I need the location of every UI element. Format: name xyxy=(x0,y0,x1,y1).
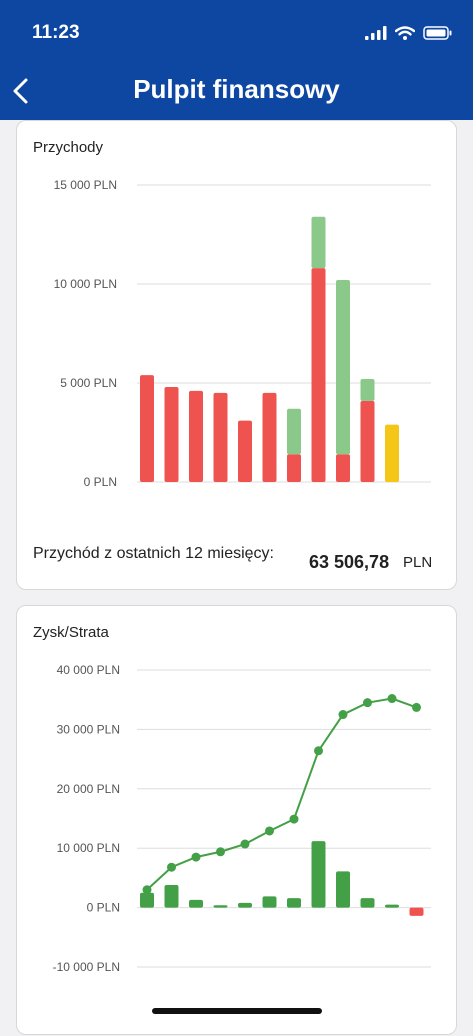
profit-y-tick-label: 30 000 PLN xyxy=(57,722,120,736)
profit-bar xyxy=(238,902,252,908)
summary-unit: PLN xyxy=(403,554,433,571)
profit-bar xyxy=(409,907,424,916)
profit-card: Zysk/Strata -10 000 PLN 0 PLN 10 000 PLN 20… xyxy=(16,605,457,1035)
profit-y-tick-label: 20 000 PLN xyxy=(57,782,120,796)
revenue-bar xyxy=(164,386,179,482)
cumulative-point xyxy=(338,710,348,720)
revenue-y-tick-label: 10 000 PLN xyxy=(54,277,117,291)
revenue-bar xyxy=(336,280,350,455)
status-time: 11:23 xyxy=(32,22,80,43)
revenue-bar xyxy=(287,454,301,482)
home-indicator xyxy=(152,1008,322,1014)
app-header: 11:23 Pulpit finansowy xyxy=(0,0,473,120)
cumulative-point xyxy=(167,862,176,872)
revenue-chart: 0 PLN 5 000 PLN 10 000 PLN 15 000 PLN xyxy=(54,178,431,489)
revenue-bar xyxy=(262,392,277,482)
cumulative-point xyxy=(314,746,323,756)
revenue-bar xyxy=(140,375,154,482)
profit-bar xyxy=(164,885,179,908)
summary-label: Przychód z ostatnich 12 miesięcy: xyxy=(33,545,274,562)
profit-bar xyxy=(213,905,228,908)
cumulative-line xyxy=(146,697,417,891)
profit-bar xyxy=(385,904,399,908)
battery-icon xyxy=(423,26,452,40)
profit-y-tick-label: 10 000 PLN xyxy=(57,841,120,855)
profit-bar xyxy=(311,841,326,908)
cumulative-point xyxy=(412,702,421,712)
cumulative-point xyxy=(240,839,250,849)
profit-bar xyxy=(287,898,301,908)
profit-bar xyxy=(140,892,154,908)
profit-bar xyxy=(189,899,203,908)
summary-value: 63 506,78 xyxy=(309,552,390,572)
profit-card-title: Zysk/Strata xyxy=(33,624,109,641)
revenue-bar xyxy=(360,400,375,482)
profit-bar xyxy=(360,898,375,908)
revenue-card-title: Przychody xyxy=(33,139,104,156)
revenue-bar xyxy=(385,424,399,482)
revenue-bar xyxy=(311,216,326,269)
revenue-y-tick-label: 0 PLN xyxy=(84,475,117,489)
back-button[interactable] xyxy=(6,72,40,110)
cumulative-point xyxy=(142,885,152,895)
profit-bar xyxy=(336,871,350,908)
cumulative-point xyxy=(363,698,372,708)
revenue-bar xyxy=(238,420,252,482)
revenue-bar xyxy=(189,390,203,482)
cumulative-point xyxy=(387,694,397,704)
revenue-y-tick-label: 15 000 PLN xyxy=(54,178,117,192)
cumulative-point xyxy=(289,814,299,824)
cumulative-point xyxy=(265,826,274,836)
cumulative-point xyxy=(191,852,201,862)
revenue-bar xyxy=(287,408,301,455)
revenue-bar xyxy=(360,379,375,401)
revenue-bar xyxy=(311,268,326,482)
profit-y-tick-label: -10 000 PLN xyxy=(53,960,120,974)
revenue-bar xyxy=(336,454,350,482)
profit-y-tick-label: 40 000 PLN xyxy=(57,663,120,677)
status-icons xyxy=(365,26,453,40)
revenue-y-tick-label: 5 000 PLN xyxy=(60,376,117,390)
chevron-left-icon xyxy=(13,78,28,104)
cumulative-point xyxy=(216,847,225,857)
signal-icon xyxy=(365,26,387,40)
profit-y-tick-label: 0 PLN xyxy=(87,901,120,915)
profit-chart: -10 000 PLN 0 PLN 10 000 PLN 20 000 PLN 30 0… xyxy=(53,663,431,974)
profit-bar xyxy=(262,896,277,908)
wifi-icon xyxy=(395,26,415,40)
revenue-bar xyxy=(213,392,228,482)
revenue-card: Przychody 0 PLN 5 000 PLN 10 000 PLN 15 000… xyxy=(16,120,457,590)
page-title: Pulpit finansowy xyxy=(133,74,340,104)
